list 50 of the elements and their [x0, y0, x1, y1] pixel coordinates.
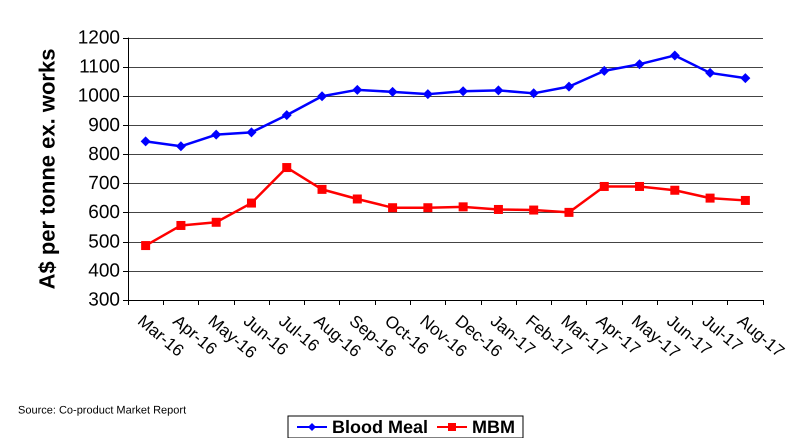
point: [317, 91, 328, 102]
point: [564, 82, 574, 92]
point: [422, 89, 433, 100]
point: [740, 196, 750, 205]
point: [494, 204, 503, 214]
point: [740, 73, 750, 84]
point: [176, 220, 186, 230]
point: [176, 141, 186, 152]
point: [670, 186, 680, 195]
point: [282, 163, 292, 172]
point: [318, 184, 327, 194]
y-tick-label: 600: [88, 202, 120, 224]
y-tick-label: 900: [88, 114, 120, 136]
y-tick-label: 1000: [78, 86, 120, 107]
y-tick-label: 1100: [79, 56, 120, 78]
point: [493, 85, 504, 96]
point: [670, 50, 680, 60]
y-tick-label: 400: [88, 260, 120, 282]
legend-label: Blood Meal: [332, 417, 428, 437]
point: [705, 68, 716, 78]
point: [528, 88, 539, 98]
legend-label: MBM: [472, 417, 516, 437]
point: [388, 86, 398, 97]
point: [352, 84, 362, 95]
point: [635, 182, 644, 191]
point: [634, 59, 645, 70]
point: [529, 206, 538, 215]
point: [141, 241, 150, 250]
point: [599, 66, 610, 76]
y-tick-label: 800: [88, 144, 120, 165]
y-axis-title: A$ per tonne ex. works: [34, 48, 60, 290]
point: [246, 198, 256, 208]
point: [458, 86, 468, 96]
y-tick-label: 700: [88, 173, 120, 194]
point: [564, 208, 574, 217]
source-note: Source: Co-product Market Report: [18, 404, 186, 416]
point: [352, 194, 362, 204]
point: [423, 203, 432, 212]
y-tick-label: 500: [88, 231, 120, 252]
point: [246, 127, 256, 138]
point: [211, 130, 222, 140]
y-tick-label: 300: [88, 290, 120, 310]
point: [140, 136, 151, 146]
point: [458, 202, 468, 212]
point: [600, 182, 609, 191]
point: [388, 203, 398, 212]
point: [282, 110, 292, 120]
point: [706, 194, 715, 203]
y-tick-label: 1200: [78, 28, 120, 48]
point: [212, 218, 221, 227]
